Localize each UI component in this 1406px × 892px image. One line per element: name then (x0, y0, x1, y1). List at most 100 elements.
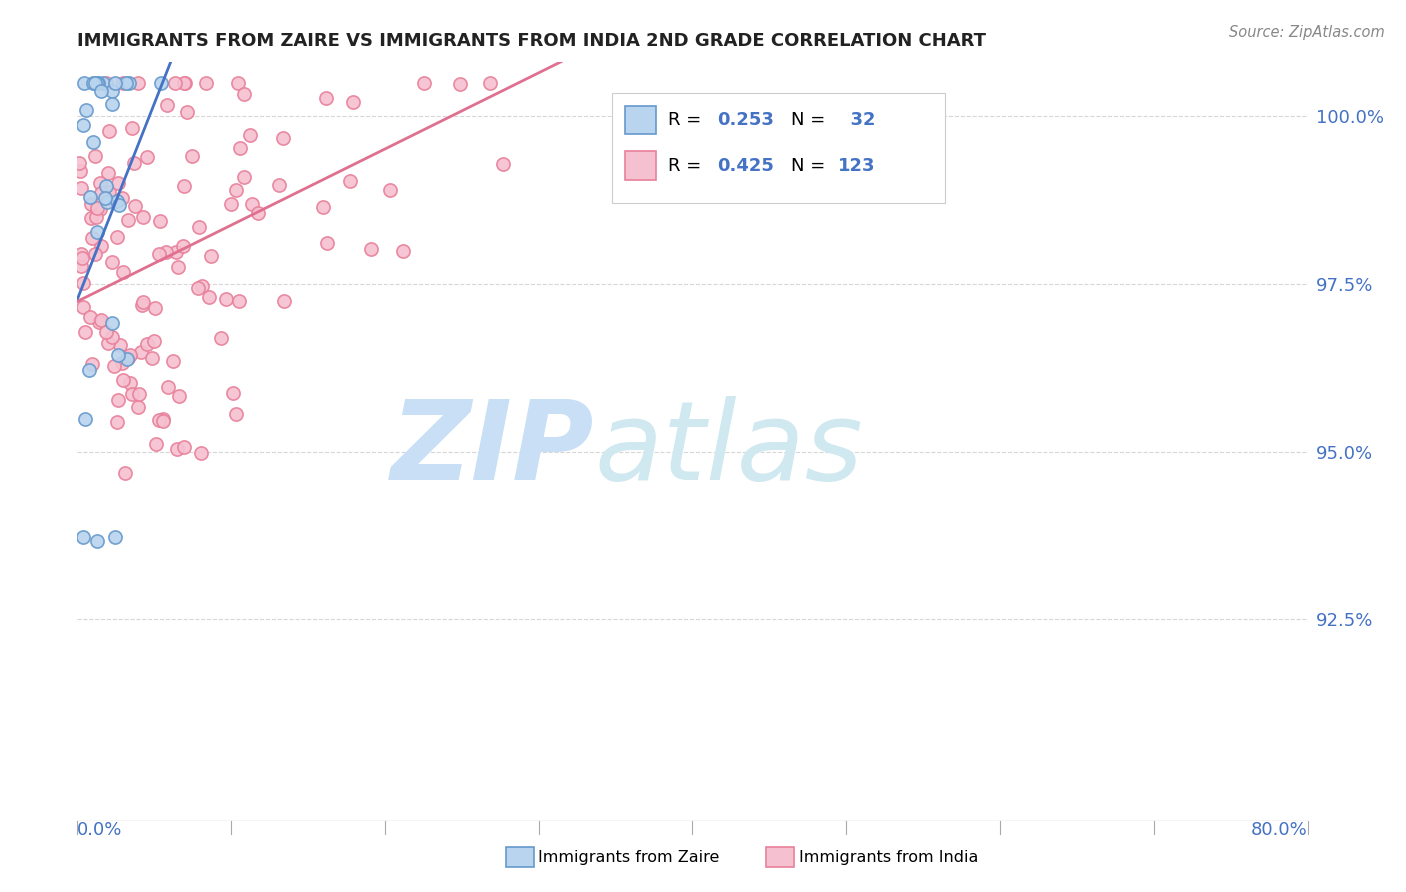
Point (90, 186, 112, 201)
Point (72, 277, 94, 291)
Point (82, 76, 104, 90)
Point (198, 290, 221, 304)
Point (70, 181, 93, 195)
Point (118, 76, 141, 90)
Point (86, 226, 108, 240)
Point (162, 354, 184, 368)
FancyBboxPatch shape (624, 105, 655, 135)
Point (89, 202, 111, 216)
Point (100, 255, 122, 269)
Point (173, 76, 195, 90)
FancyBboxPatch shape (613, 93, 945, 202)
Text: Immigrants from India: Immigrants from India (799, 850, 979, 864)
Point (141, 351, 163, 365)
Text: 0.0%: 0.0% (77, 821, 122, 838)
Point (111, 355, 134, 369)
Text: 0.253: 0.253 (717, 112, 773, 129)
Point (273, 130, 295, 145)
Point (209, 331, 232, 345)
FancyBboxPatch shape (624, 151, 655, 180)
Point (273, 293, 295, 308)
Point (181, 149, 204, 163)
Point (163, 76, 186, 90)
Point (94, 325, 117, 339)
Point (449, 77, 471, 91)
Point (70, 252, 93, 266)
Point (492, 157, 515, 171)
Point (124, 199, 146, 213)
Point (152, 414, 174, 428)
Point (228, 294, 250, 309)
Point (127, 400, 149, 414)
Point (94, 76, 117, 90)
Text: N =: N = (792, 112, 831, 129)
Point (215, 292, 238, 306)
Point (115, 76, 138, 90)
Point (82, 136, 104, 150)
Point (114, 466, 136, 480)
Point (155, 245, 177, 260)
Point (122, 155, 145, 169)
Point (127, 76, 149, 90)
Point (75, 103, 97, 117)
Point (167, 389, 190, 403)
Point (73, 412, 96, 426)
Point (97, 336, 120, 351)
Point (316, 236, 339, 251)
Point (72, 118, 94, 132)
Text: 0.425: 0.425 (717, 157, 773, 175)
Point (82, 357, 104, 371)
Point (148, 246, 170, 260)
Point (86, 201, 108, 215)
Point (107, 177, 129, 191)
Text: Source: ZipAtlas.com: Source: ZipAtlas.com (1229, 25, 1385, 40)
Point (93, 76, 115, 90)
Point (148, 413, 170, 427)
Text: R =: R = (668, 112, 707, 129)
Point (149, 214, 172, 228)
Point (90, 239, 112, 253)
Point (165, 244, 187, 259)
Text: Immigrants from Zaire: Immigrants from Zaire (538, 850, 720, 864)
Point (166, 442, 188, 456)
Point (145, 437, 167, 451)
Point (89, 176, 111, 190)
Point (145, 301, 167, 315)
Point (107, 198, 129, 212)
Point (73, 76, 96, 90)
Point (247, 206, 270, 220)
Point (117, 213, 139, 227)
Point (139, 853, 162, 867)
Point (90, 84, 112, 98)
Point (152, 412, 174, 426)
Point (479, 76, 502, 90)
Point (111, 191, 134, 205)
Point (233, 87, 256, 102)
Point (97, 186, 120, 200)
Point (176, 104, 198, 119)
Point (94, 178, 117, 193)
Point (117, 351, 139, 366)
Point (87, 315, 110, 329)
Point (242, 197, 264, 211)
Point (391, 244, 413, 258)
Point (73, 325, 96, 339)
Text: R =: R = (668, 157, 707, 175)
Text: atlas: atlas (595, 396, 863, 502)
Point (69, 247, 91, 261)
Point (226, 76, 249, 90)
Point (118, 348, 141, 362)
Point (173, 441, 195, 455)
Text: ZIP: ZIP (391, 396, 595, 502)
Point (121, 120, 143, 135)
Point (104, 530, 127, 544)
Point (72, 300, 94, 314)
Point (200, 249, 222, 263)
Point (312, 200, 335, 214)
Point (97, 166, 120, 180)
Point (84, 149, 107, 163)
Point (194, 76, 217, 90)
Point (412, 76, 434, 90)
Point (70, 259, 93, 273)
Point (105, 194, 128, 208)
